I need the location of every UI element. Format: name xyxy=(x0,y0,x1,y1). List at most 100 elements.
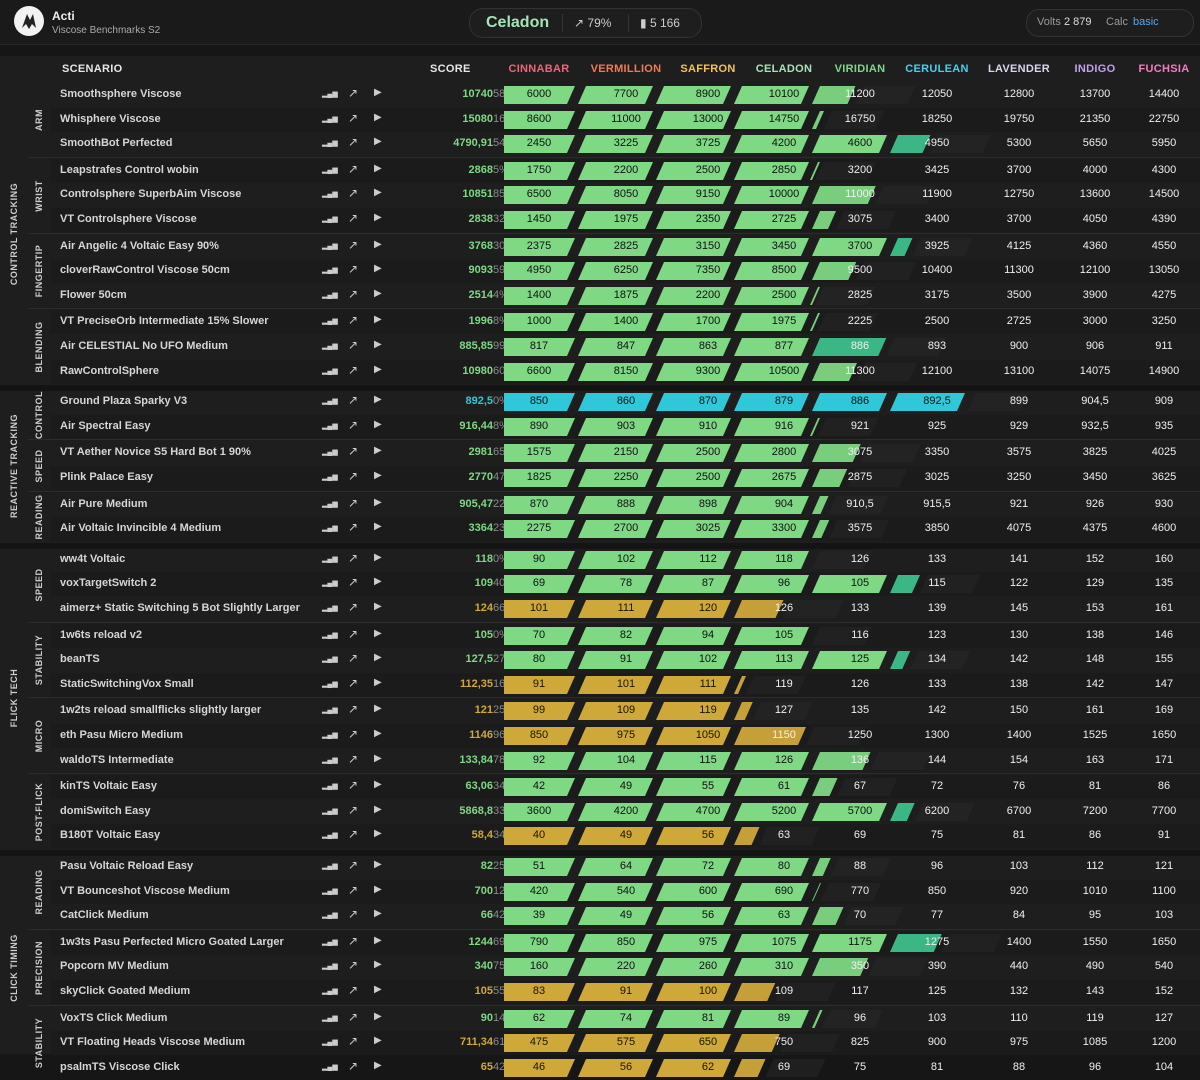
leaderboard-icon[interactable]: ▂▄▆ xyxy=(322,115,338,123)
trend-icon[interactable]: ↗ xyxy=(348,338,359,352)
leaderboard-icon[interactable]: ▂▄▆ xyxy=(322,291,338,299)
scenario-name[interactable]: 1w6ts reload v2 xyxy=(60,628,142,641)
trend-icon[interactable]: ↗ xyxy=(348,802,359,817)
scenario-name[interactable]: waldoTS Intermediate xyxy=(60,753,174,766)
play-icon[interactable]: ▶ xyxy=(374,496,382,508)
play-icon[interactable]: ▶ xyxy=(374,87,382,98)
trend-icon[interactable]: ↗ xyxy=(348,702,359,717)
scenario-name[interactable]: Air Angelic 4 Voltaic Easy 90% xyxy=(60,239,219,252)
trend-icon[interactable]: ↗ xyxy=(348,675,359,690)
scenario-name[interactable]: cloverRawControl Viscose 50cm xyxy=(60,264,230,277)
play-icon[interactable]: ▶ xyxy=(374,238,382,250)
trend-icon[interactable]: ↗ xyxy=(348,882,359,897)
scenario-name[interactable]: VoxTS Click Medium xyxy=(60,1011,168,1024)
play-icon[interactable]: ▶ xyxy=(374,136,382,148)
trend-icon[interactable]: ↗ xyxy=(348,286,359,301)
play-icon[interactable]: ▶ xyxy=(374,803,382,815)
leaderboard-icon[interactable]: ▂▄▆ xyxy=(322,422,338,430)
leaderboard-icon[interactable]: ▂▄▆ xyxy=(322,91,338,98)
play-icon[interactable]: ▶ xyxy=(374,263,382,275)
trend-icon[interactable]: ↗ xyxy=(348,827,359,842)
play-icon[interactable]: ▶ xyxy=(374,1010,382,1022)
leaderboard-icon[interactable]: ▂▄▆ xyxy=(322,318,338,326)
scenario-name[interactable]: Leapstrafes Control wobin xyxy=(60,163,199,176)
trend-icon[interactable]: ↗ xyxy=(348,469,359,483)
trend-icon[interactable]: ↗ xyxy=(348,1058,359,1073)
scenario-name[interactable]: Air Voltaic Invincible 4 Medium xyxy=(60,522,222,535)
trend-icon[interactable]: ↗ xyxy=(348,1009,359,1024)
trend-icon[interactable]: ↗ xyxy=(348,600,359,614)
scenario-name[interactable]: VT Controlsphere Viscose xyxy=(60,213,197,225)
play-icon[interactable]: ▶ xyxy=(374,728,382,739)
play-icon[interactable]: ▶ xyxy=(374,521,382,533)
leaderboard-icon[interactable]: ▂▄▆ xyxy=(322,963,338,971)
leaderboard-icon[interactable]: ▂▄▆ xyxy=(322,938,338,946)
play-icon[interactable]: ▶ xyxy=(374,363,382,375)
scenario-name[interactable]: StaticSwitchingVox Small xyxy=(60,677,194,690)
play-icon[interactable]: ▶ xyxy=(374,676,382,688)
leaderboard-icon[interactable]: ▂▄▆ xyxy=(322,242,338,250)
trend-icon[interactable]: ↗ xyxy=(348,751,359,766)
scenario-name[interactable]: domiSwitch Easy xyxy=(60,804,151,817)
scenario-name[interactable]: aimerz+ Static Switching 5 Bot Slightly … xyxy=(60,602,300,614)
play-icon[interactable]: ▶ xyxy=(374,984,382,995)
leaderboard-icon[interactable]: ▂▄▆ xyxy=(322,732,338,739)
trend-icon[interactable]: ↗ xyxy=(348,933,359,948)
play-icon[interactable]: ▶ xyxy=(374,908,382,920)
play-icon[interactable]: ▶ xyxy=(374,576,382,588)
scenario-name[interactable]: Air Pure Medium xyxy=(60,497,148,510)
scenario-name[interactable]: Pasu Voltaic Reload Easy xyxy=(60,860,194,872)
play-icon[interactable]: ▶ xyxy=(374,934,382,946)
leaderboard-icon[interactable]: ▂▄▆ xyxy=(322,656,338,664)
trend-icon[interactable]: ↗ xyxy=(348,727,359,741)
trend-icon[interactable]: ↗ xyxy=(348,1034,359,1049)
play-icon[interactable]: ▶ xyxy=(374,959,382,971)
leaderboard-icon[interactable]: ▂▄▆ xyxy=(322,166,338,174)
scenario-name[interactable]: Popcorn MV Medium xyxy=(60,960,169,973)
play-icon[interactable]: ▶ xyxy=(374,314,382,326)
leaderboard-icon[interactable]: ▂▄▆ xyxy=(322,988,338,995)
trend-icon[interactable]: ↗ xyxy=(348,778,359,793)
trend-icon[interactable]: ↗ xyxy=(348,520,359,535)
trend-icon[interactable]: ↗ xyxy=(348,550,359,565)
trend-icon[interactable]: ↗ xyxy=(348,262,359,277)
leaderboard-icon[interactable]: ▂▄▆ xyxy=(322,267,338,275)
trend-icon[interactable]: ↗ xyxy=(348,958,359,973)
play-icon[interactable]: ▶ xyxy=(374,551,382,563)
leaderboard-icon[interactable]: ▂▄▆ xyxy=(322,191,338,199)
play-icon[interactable]: ▶ xyxy=(374,287,382,299)
scenario-name[interactable]: RawControlSphere xyxy=(60,364,160,377)
leaderboard-icon[interactable]: ▂▄▆ xyxy=(322,1039,338,1047)
play-icon[interactable]: ▶ xyxy=(374,111,382,123)
trend-icon[interactable]: ↗ xyxy=(348,135,359,150)
leaderboard-icon[interactable]: ▂▄▆ xyxy=(322,783,338,791)
scenario-name[interactable]: VT Bounceshot Viscose Medium xyxy=(60,884,230,897)
play-icon[interactable]: ▶ xyxy=(374,752,382,764)
leaderboard-icon[interactable]: ▂▄▆ xyxy=(322,525,338,533)
leaderboard-icon[interactable]: ▂▄▆ xyxy=(322,398,338,406)
trend-icon[interactable]: ↗ xyxy=(348,211,359,225)
play-icon[interactable]: ▶ xyxy=(374,470,382,481)
leaderboard-icon[interactable]: ▂▄▆ xyxy=(322,631,338,639)
scenario-name[interactable]: VT Aether Novice S5 Hard Bot 1 90% xyxy=(60,446,251,459)
trend-icon[interactable]: ↗ xyxy=(348,362,359,377)
play-icon[interactable]: ▶ xyxy=(374,394,382,406)
scenario-name[interactable]: B180T Voltaic Easy xyxy=(60,829,161,842)
scenario-name[interactable]: VT Floating Heads Viscose Medium xyxy=(60,1036,246,1049)
scenario-name[interactable]: voxTargetSwitch 2 xyxy=(60,577,157,590)
play-icon[interactable]: ▶ xyxy=(374,1035,382,1047)
leaderboard-icon[interactable]: ▂▄▆ xyxy=(322,580,338,588)
scenario-name[interactable]: Whisphere Viscose xyxy=(60,112,161,125)
scenario-name[interactable]: 1w2ts reload smallflicks slightly larger xyxy=(60,704,262,717)
leaderboard-icon[interactable]: ▂▄▆ xyxy=(322,680,338,688)
play-icon[interactable]: ▶ xyxy=(374,212,382,223)
trend-icon[interactable]: ↗ xyxy=(348,907,359,922)
leaderboard-icon[interactable]: ▂▄▆ xyxy=(322,832,338,840)
scenario-name[interactable]: psalmTS Viscose Click xyxy=(60,1060,180,1073)
scenario-name[interactable]: 1w3ts Pasu Perfected Micro Goated Larger xyxy=(60,935,284,948)
leaderboard-icon[interactable]: ▂▄▆ xyxy=(322,367,338,375)
scenario-name[interactable]: Controlsphere SuperbAim Viscose xyxy=(60,188,242,201)
scenario-name[interactable]: Air Spectral Easy xyxy=(60,419,151,432)
play-icon[interactable]: ▶ xyxy=(374,162,382,174)
scenario-name[interactable]: Ground Plaza Sparky V3 xyxy=(60,395,188,408)
